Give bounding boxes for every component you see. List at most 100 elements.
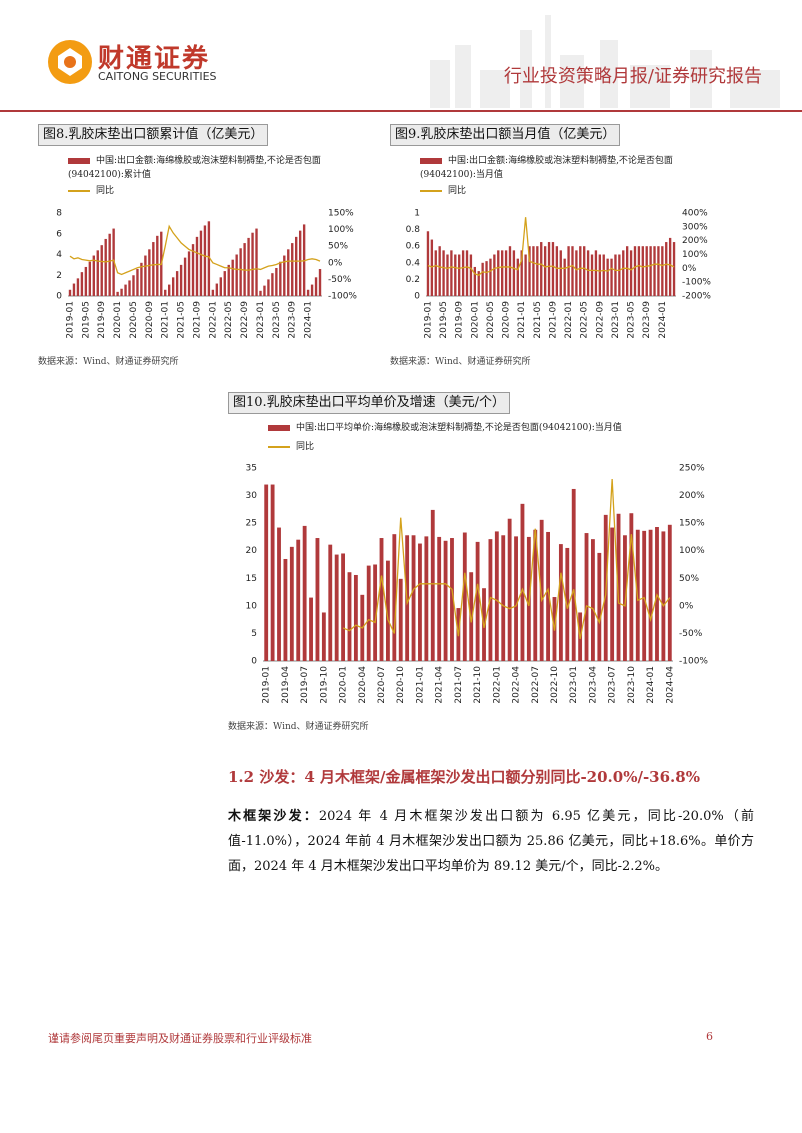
x-tick-label: 2022-01 <box>492 666 502 704</box>
report-type: 行业投资策略月报/证券研究报告 <box>503 66 762 87</box>
legend-item: 中国:出口金额:海绵橡胶或泡沫塑料制褥垫,不论是否包面(94042100):累计… <box>68 154 358 182</box>
x-tick-label: 2021-10 <box>473 666 483 704</box>
bar <box>219 277 222 296</box>
y-tick-label: 35 <box>246 464 257 474</box>
bar <box>132 275 135 296</box>
bar <box>80 272 84 296</box>
bar <box>558 544 563 661</box>
x-tick-label: 2024-04 <box>665 666 675 704</box>
line-series <box>69 224 321 276</box>
bar <box>296 539 301 661</box>
y2-tick-label: 100% <box>679 546 705 556</box>
bar <box>68 289 72 296</box>
bar <box>508 246 512 296</box>
bar <box>283 558 288 661</box>
x-tick-label: 2021-05 <box>177 301 187 339</box>
bar <box>247 237 250 296</box>
bar <box>227 264 230 296</box>
y-tick-label: 4 <box>56 250 62 260</box>
bar <box>450 250 453 296</box>
bar <box>501 535 506 661</box>
bar <box>430 239 434 296</box>
bar <box>571 246 574 296</box>
legend-swatch <box>268 445 290 448</box>
bar <box>648 529 653 661</box>
legend-swatch <box>420 157 442 164</box>
bar <box>520 250 523 296</box>
y2-tick-label: -50% <box>328 275 352 285</box>
bar <box>211 289 215 296</box>
bar <box>528 246 531 296</box>
legend-swatch <box>68 189 90 192</box>
x-tick-label: 2020-05 <box>129 301 139 339</box>
y-tick-label: 30 <box>246 491 258 501</box>
bar <box>536 246 539 296</box>
bar <box>341 553 345 661</box>
x-tick-label: 2023-01 <box>611 301 621 339</box>
bar <box>563 258 566 296</box>
x-tick-label: 2022-05 <box>580 301 590 339</box>
bar <box>586 250 590 296</box>
x-tick-label: 2021-09 <box>192 301 202 339</box>
y-tick-label: 0.2 <box>406 275 420 285</box>
bar <box>524 254 527 296</box>
bar <box>124 284 127 296</box>
bar <box>179 264 183 296</box>
bar <box>497 250 500 296</box>
bar <box>347 572 352 661</box>
line-series <box>342 478 671 640</box>
bar <box>321 612 326 661</box>
bar <box>251 232 254 296</box>
bar <box>661 531 666 661</box>
footer-disclaimer: 谨请参阅尾页重要声明及财通证券股票和行业评级标准 <box>48 1032 312 1045</box>
x-tick-label: 2020-04 <box>358 666 368 704</box>
x-tick-label: 2020-01 <box>470 301 480 339</box>
bar <box>579 246 582 296</box>
bar <box>567 246 570 296</box>
company-cn: 财通证券 <box>98 44 211 74</box>
bar <box>641 246 644 296</box>
y2-tick-label: 150% <box>679 519 705 529</box>
y2-tick-label: 50% <box>679 574 699 584</box>
bar <box>434 250 437 296</box>
bar <box>72 283 76 296</box>
y-tick-label: 15 <box>246 574 257 584</box>
x-tick-label: 2024-01 <box>658 301 668 339</box>
legend-item: 同比 <box>420 184 466 198</box>
bar <box>255 228 258 296</box>
bar <box>271 273 274 296</box>
bar <box>96 250 99 296</box>
legend-swatch <box>420 189 442 192</box>
x-tick-label: 2019-10 <box>319 666 329 704</box>
x-tick-label: 2022-01 <box>208 301 218 339</box>
bar <box>430 509 435 661</box>
bar <box>507 518 512 661</box>
bar <box>398 578 403 661</box>
bar <box>501 250 504 296</box>
x-tick-label: 2020-09 <box>145 301 155 339</box>
bar <box>279 261 282 296</box>
bar <box>128 280 131 296</box>
y-tick-label: 0 <box>56 292 62 302</box>
bar <box>328 544 333 661</box>
bar <box>546 531 550 661</box>
legend-swatch <box>268 424 290 431</box>
bar <box>565 547 570 661</box>
y2-tick-label: 100% <box>328 225 354 235</box>
bar <box>92 255 95 296</box>
x-tick-label: 2022-05 <box>224 301 234 339</box>
bar <box>494 531 499 661</box>
bar <box>583 246 586 296</box>
bar <box>195 236 199 296</box>
bar <box>88 261 92 296</box>
legend-item: 同比 <box>268 440 314 454</box>
bar <box>551 242 555 296</box>
bar <box>672 242 676 296</box>
x-tick-label: 2022-09 <box>240 301 250 339</box>
y-tick-label: 20 <box>246 546 258 556</box>
bar <box>469 254 473 296</box>
y2-tick-label: 200% <box>679 491 705 501</box>
bar <box>100 245 103 296</box>
bar <box>310 284 314 296</box>
page-number: 6 <box>706 1030 713 1043</box>
